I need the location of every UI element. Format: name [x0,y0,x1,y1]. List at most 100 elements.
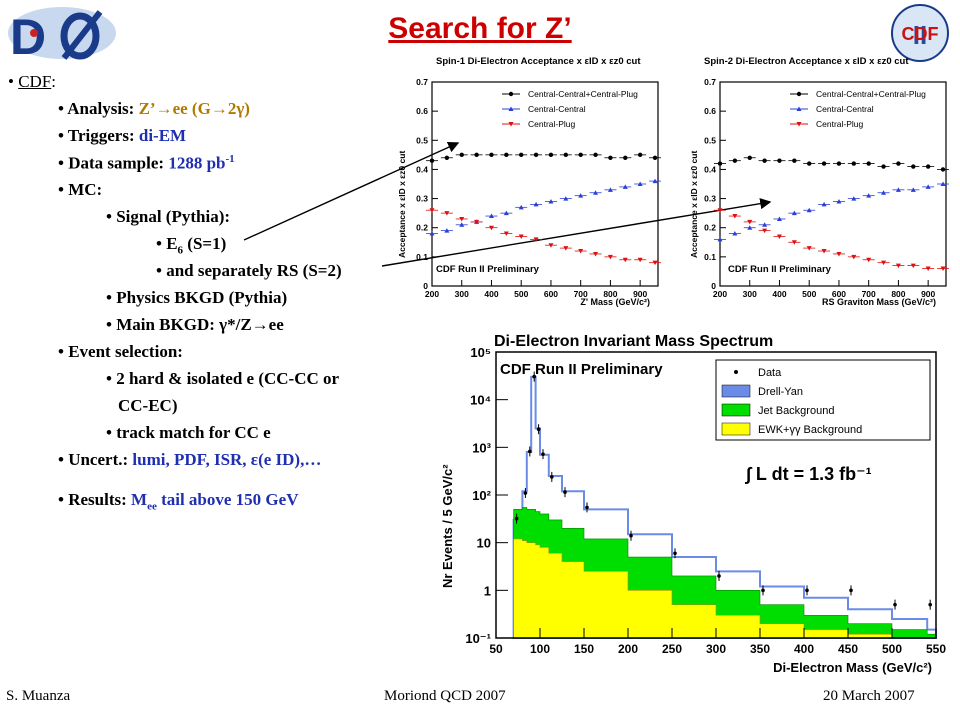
luminosity-label: ∫ L dt = 1.3 fb⁻¹ [745,464,872,484]
data-point [836,251,842,257]
data-point [489,152,494,158]
data-point [622,184,628,189]
bullet-hard-electrons: • 2 hard & isolated e (CC-CC or [106,369,340,388]
data-point [563,152,569,158]
data-point [503,231,509,237]
data-point [548,152,554,158]
data-point [717,161,723,166]
data-point [762,158,767,163]
data-point [940,167,946,172]
data-point [732,231,738,236]
data-point [474,152,479,158]
y-tick-label: 0.7 [416,77,428,87]
y-tick-label: 10⁴ [470,393,491,408]
data-point [459,222,465,227]
data-point [578,249,584,254]
data-point [910,263,916,269]
y-tick-label: 10⁵ [470,345,491,360]
data-point [593,190,599,195]
data-point [806,246,812,251]
x-tick-label: 700 [862,289,876,299]
y-axis-label: Acceptance x εID x εz0 cut [689,151,699,258]
data-point [444,228,450,233]
x-tick-label: 600 [544,289,558,299]
data-point [429,231,435,236]
legend-marker [508,106,514,111]
data-point [821,161,827,166]
y-tick-label: 0.1 [416,252,428,262]
chart-title: Spin-2 Di-Electron Acceptance x εID x εz… [704,56,909,67]
cdf-preliminary-label: CDF Run II Preliminary [436,264,540,275]
data-point [881,260,887,266]
data-point [607,254,613,260]
bullet-cdf: • CDF: [8,72,57,91]
data-point [821,249,827,254]
data-point [791,210,797,216]
bullet-uncertainties: • Uncert.: lumi, PDF, ISR, ε(e ID),… [58,450,322,469]
data-point [623,155,628,160]
data-point [910,187,916,192]
bullet-rs: • and separately RS (S=2) [156,261,342,280]
data-point [578,193,584,198]
legend-label: Central-Central+Central-Plug [816,89,926,99]
legend-label: Central-Central+Central-Plug [528,89,638,99]
d0-logo: D [8,7,116,64]
data-point [896,161,901,166]
legend-swatch [721,384,751,398]
y-tick-label: 0.7 [704,77,716,87]
cdf-logo: II CDF [891,4,949,62]
footer-date: 20 March 2007 [823,688,915,704]
data-point [747,219,753,225]
data-point [519,152,524,158]
y-axis-label: Nr Events / 5 GeV/c² [440,464,455,588]
svg-text:D: D [10,9,46,64]
svg-text:II: II [913,20,927,50]
x-tick-label: 300 [743,289,757,299]
legend-marker [508,122,514,127]
data-point [806,207,812,213]
spin2-acceptance-chart: Spin-2 Di-Electron Acceptance x εID x εz… [689,56,950,307]
data-point [747,155,752,160]
data-point [866,161,871,166]
x-tick-label: 150 [574,642,594,656]
y-tick-label: 0.1 [704,252,716,262]
data-point [532,374,536,379]
bullet-triggers: • Triggers: di-EM [58,126,187,145]
data-point [578,152,583,158]
y-tick-label: 0.4 [416,164,428,174]
data-point [747,225,753,230]
data-point [776,234,782,239]
dielectron-mass-chart: Di-Electron Invariant Mass Spectrum Nr E… [440,333,946,675]
data-point [940,181,946,186]
data-point [528,449,532,454]
data-point [762,228,768,234]
spin1-acceptance-chart: Spin-1 Di-Electron Acceptance x εID x εz… [397,56,662,307]
y-tick-label: 0 [711,281,716,291]
legend-marker [734,370,738,374]
data-point [849,588,853,593]
x-tick-label: 200 [713,289,727,299]
data-point [608,155,613,160]
series-0 [714,155,950,172]
legend-swatch [721,422,751,436]
legend-label: Drell-Yan [758,386,803,398]
data-point [459,216,465,222]
page-title: Search for Z’ [388,12,572,45]
data-point [444,211,450,216]
data-point [514,516,519,521]
data-point [533,201,539,207]
data-point [652,155,658,160]
y-tick-label: 10⁻¹ [465,631,491,646]
x-tick-label: 350 [750,642,770,656]
x-tick-label: 900 [921,289,935,299]
data-point [429,158,435,163]
y-tick-label: 0 [423,281,428,291]
data-point [805,588,809,593]
x-tick-label: 800 [891,289,905,299]
y-tick-label: 0.5 [416,135,428,145]
bullet-data-sample: • Data sample: 1288 pb-1 [58,153,235,173]
data-point [791,240,797,245]
y-tick-label: 10³ [472,440,491,455]
data-point [607,187,613,192]
x-tick-label: 250 [662,642,682,656]
